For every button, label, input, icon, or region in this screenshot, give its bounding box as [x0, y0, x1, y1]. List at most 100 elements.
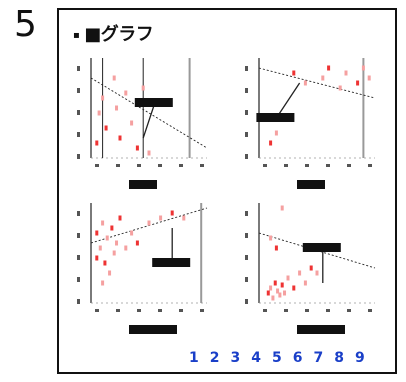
data-point: [110, 226, 113, 231]
y-tick-mark: [77, 66, 80, 71]
page-link[interactable]: 8: [334, 350, 344, 366]
data-point: [136, 146, 139, 151]
x-tick-mark: [137, 164, 141, 167]
chart-panel-1: [69, 50, 219, 200]
data-point: [281, 206, 284, 211]
chart-svg-1: [69, 50, 219, 200]
y-tick-mark: [77, 88, 80, 93]
x-tick-mark: [263, 309, 267, 312]
annotation-pointer: [143, 103, 155, 138]
data-point: [275, 131, 278, 136]
page-link[interactable]: 1: [189, 350, 199, 366]
data-point: [106, 236, 109, 241]
y-tick-mark: [77, 255, 80, 260]
page-link[interactable]: 3: [231, 350, 241, 366]
y-tick-mark: [245, 88, 248, 93]
x-axis-label: [129, 180, 157, 189]
y-tick-mark: [77, 299, 80, 304]
y-tick-mark: [77, 132, 80, 137]
x-axis-label: [297, 180, 325, 189]
data-point: [356, 81, 359, 86]
x-tick-mark: [284, 309, 288, 312]
data-point: [95, 141, 98, 146]
data-point: [98, 111, 101, 116]
y-tick-mark: [245, 211, 248, 216]
data-point: [281, 283, 284, 288]
x-tick-mark: [95, 309, 99, 312]
data-point: [304, 81, 307, 86]
data-point: [269, 236, 272, 241]
page-link[interactable]: 9: [355, 350, 365, 366]
data-point: [298, 271, 301, 276]
x-tick-mark: [326, 309, 330, 312]
y-tick-mark: [77, 211, 80, 216]
data-point: [142, 86, 145, 91]
y-tick-mark: [245, 299, 248, 304]
bullet-icon: ▪: [73, 30, 79, 41]
page-link[interactable]: 2: [210, 350, 220, 366]
data-point: [113, 76, 116, 81]
data-point: [368, 76, 371, 81]
x-tick-mark: [179, 309, 183, 312]
data-point: [287, 276, 290, 281]
x-tick-mark: [347, 309, 351, 312]
data-point: [283, 291, 286, 296]
page-link[interactable]: 4: [251, 350, 261, 366]
data-point: [124, 91, 127, 96]
data-point: [269, 286, 272, 291]
data-point: [95, 256, 98, 261]
data-point: [113, 251, 116, 256]
data-point: [101, 221, 104, 226]
data-point: [115, 241, 118, 246]
y-tick-mark: [245, 277, 248, 282]
x-tick-mark: [347, 164, 351, 167]
x-tick-mark: [116, 309, 120, 312]
page-link[interactable]: 5: [272, 350, 282, 366]
page-link[interactable]: 6: [293, 350, 303, 366]
y-tick-mark: [245, 66, 248, 71]
chart-panel-3: [69, 195, 219, 345]
x-tick-mark: [200, 164, 204, 167]
data-point: [108, 271, 111, 276]
x-tick-mark: [368, 164, 372, 167]
data-point: [269, 141, 272, 146]
y-tick-mark: [245, 132, 248, 137]
data-point: [327, 66, 330, 71]
section-title-text: ■グラフ: [84, 24, 153, 45]
data-point: [182, 216, 185, 221]
pagination: 123456789: [189, 350, 365, 366]
chart-svg-4: [237, 195, 387, 345]
page-link[interactable]: 7: [314, 350, 324, 366]
chart-panel-4: [237, 195, 387, 345]
y-tick-mark: [77, 277, 80, 282]
data-point: [278, 293, 281, 298]
y-tick-mark: [77, 154, 80, 159]
data-point: [136, 241, 139, 246]
x-tick-mark: [200, 309, 204, 312]
y-tick-mark: [245, 233, 248, 238]
x-tick-mark: [305, 309, 309, 312]
data-point: [105, 126, 108, 131]
annotation-label: [135, 98, 173, 107]
data-point: [292, 71, 295, 76]
data-point: [321, 76, 324, 81]
x-tick-mark: [137, 309, 141, 312]
annotation-label: [256, 113, 294, 122]
annotation-label: [303, 243, 341, 252]
data-point: [103, 261, 106, 266]
data-point: [119, 216, 122, 221]
x-tick-mark: [95, 164, 99, 167]
y-tick-mark: [245, 255, 248, 260]
data-point: [171, 211, 174, 216]
data-point: [345, 71, 348, 76]
data-point: [130, 231, 133, 236]
annotation-label: [152, 258, 190, 267]
x-tick-mark: [158, 164, 162, 167]
data-point: [101, 96, 104, 101]
data-point: [124, 246, 127, 251]
x-tick-mark: [179, 164, 183, 167]
data-point: [292, 286, 295, 291]
chart-svg-2: [237, 50, 387, 200]
y-tick-mark: [245, 110, 248, 115]
data-point: [119, 136, 122, 141]
